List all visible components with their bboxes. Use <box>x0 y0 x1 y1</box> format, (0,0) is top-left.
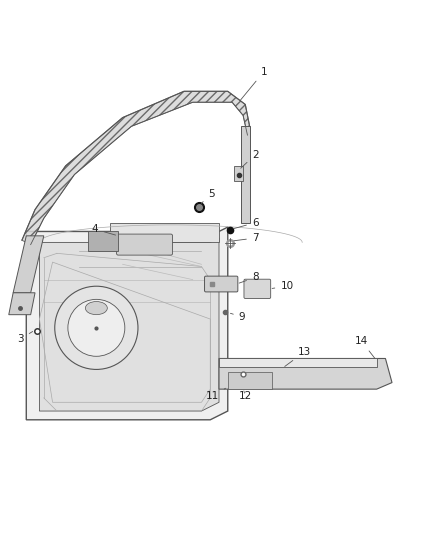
Polygon shape <box>241 126 250 223</box>
Text: 13: 13 <box>285 347 311 367</box>
Text: 7: 7 <box>234 233 258 243</box>
Text: 4: 4 <box>92 224 116 235</box>
Text: 14: 14 <box>355 336 375 359</box>
Text: 1: 1 <box>240 67 267 100</box>
Text: 3: 3 <box>18 332 33 344</box>
Text: 8: 8 <box>239 272 258 283</box>
Polygon shape <box>219 359 377 367</box>
Polygon shape <box>110 223 219 243</box>
Polygon shape <box>22 91 250 245</box>
Ellipse shape <box>85 302 107 314</box>
Ellipse shape <box>55 286 138 369</box>
Polygon shape <box>13 236 44 293</box>
Text: 9: 9 <box>230 312 245 322</box>
FancyBboxPatch shape <box>117 234 173 255</box>
Polygon shape <box>234 166 243 181</box>
Text: 5: 5 <box>201 189 215 203</box>
FancyBboxPatch shape <box>244 279 271 298</box>
Ellipse shape <box>68 300 125 356</box>
Text: 11: 11 <box>206 388 226 401</box>
FancyBboxPatch shape <box>205 276 238 292</box>
Polygon shape <box>219 359 392 389</box>
Polygon shape <box>88 231 118 251</box>
Polygon shape <box>9 293 35 314</box>
Text: 12: 12 <box>239 391 252 401</box>
Text: 2: 2 <box>241 150 258 168</box>
Polygon shape <box>39 238 219 411</box>
Polygon shape <box>228 372 272 389</box>
Text: 10: 10 <box>272 281 293 291</box>
Text: 6: 6 <box>234 217 258 229</box>
Polygon shape <box>26 227 228 420</box>
